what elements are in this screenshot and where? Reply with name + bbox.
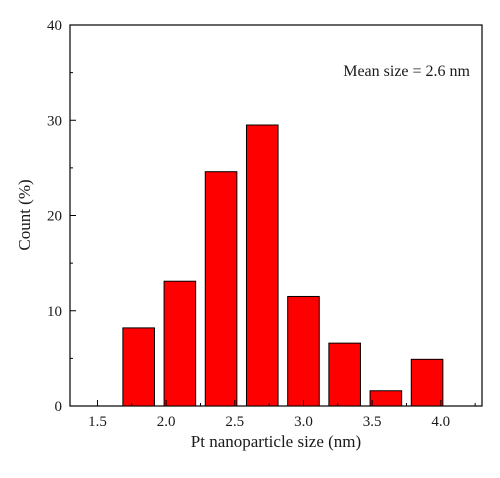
y-tick-label-40: 40	[47, 18, 62, 34]
bar-3.3	[328, 342, 361, 407]
y-tick-label-10: 10	[47, 304, 62, 320]
bar-3.6	[369, 390, 403, 407]
bar-2.1	[163, 280, 197, 407]
x-axis-title: Pt nanoparticle size (nm)	[191, 432, 361, 451]
y-tick-label-20: 20	[47, 209, 62, 225]
y-axis-title: Count (%)	[15, 179, 34, 250]
y-tick-label-0: 0	[55, 399, 63, 415]
bar-3	[287, 295, 320, 407]
x-tick-label-3.0: 3.0	[294, 414, 313, 430]
x-tick-label-3.5: 3.5	[363, 414, 382, 430]
x-tick-label-2.0: 2.0	[157, 414, 176, 430]
x-tick-label-4.0: 4.0	[431, 414, 450, 430]
annotation-mean-size: Mean size = 2.6 nm	[343, 63, 470, 80]
x-tick-label-1.5: 1.5	[88, 414, 107, 430]
x-tick-label-2.5: 2.5	[225, 414, 244, 430]
bar-2.7	[245, 124, 279, 407]
bars	[122, 124, 444, 407]
bar-1.8	[122, 327, 155, 407]
y-tick-label-30: 30	[47, 113, 62, 129]
bar-2.4	[204, 171, 238, 407]
axis-ticks: 1.5 2.0 2.5 3.0 3.5 4.0 0 10 20 30 40	[47, 18, 476, 430]
bar-3.9	[410, 358, 444, 407]
